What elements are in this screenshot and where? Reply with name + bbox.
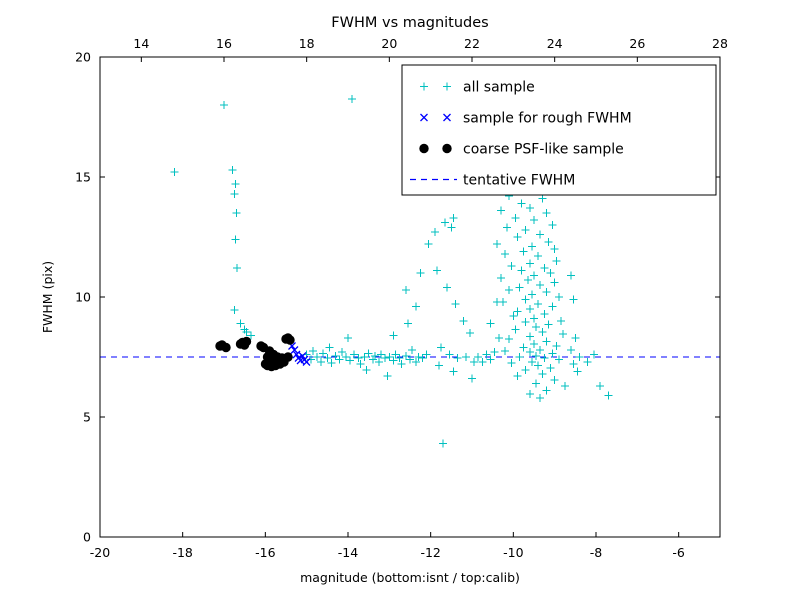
svg-text:-12: -12 [420,545,440,560]
y-axis-ticks: 0 5 10 15 20 [75,50,720,545]
svg-text:18: 18 [299,36,315,51]
legend-box [401,64,717,196]
svg-text:tentative FWHM: tentative FWHM [463,173,575,189]
sample-for-rough-fwhm-points [288,342,311,366]
svg-text:26: 26 [629,36,645,51]
svg-text:-6: -6 [672,545,685,560]
legend-item-coarse-psf-like-sample: coarse PSF-like sample [419,142,624,158]
svg-text:-18: -18 [172,545,192,560]
svg-text:-20: -20 [90,545,110,560]
svg-text:15: 15 [75,170,91,185]
legend-item-tentative-fwhm: tentative FWHM [410,173,575,189]
svg-text:coarse PSF-like sample: coarse PSF-like sample [463,142,624,158]
svg-text:28: 28 [712,36,728,51]
svg-text:-14: -14 [338,545,358,560]
svg-text:14: 14 [133,36,149,51]
svg-text:10: 10 [75,290,91,305]
svg-text:22: 22 [464,36,480,51]
legend: all sample sample for rough FWHM coarse PS… [401,64,717,196]
y-axis-label: FWHM (pix) [40,261,55,333]
svg-text:20: 20 [75,50,91,65]
svg-text:24: 24 [547,36,563,51]
svg-text:all sample: all sample [463,80,535,96]
coarse-psf-like-sample-points [215,333,295,372]
x-axis-top-ticks: 14 16 18 20 22 24 26 28 [133,36,728,62]
svg-text:5: 5 [83,410,91,425]
legend-item-all-sample: all sample [420,80,535,96]
svg-text:-8: -8 [590,545,603,560]
x-axis-bottom-ticks: -20 -18 -16 -14 -12 -10 -8 -6 [90,532,685,560]
x-axis-label: magnitude (bottom:isnt / top:calib) [300,570,520,585]
svg-text:-16: -16 [255,545,275,560]
legend-item-sample-for-rough-fwhm: sample for rough FWHM [420,111,632,127]
svg-text:20: 20 [381,36,397,51]
svg-text:0: 0 [83,530,91,545]
svg-text:16: 16 [216,36,232,51]
svg-text:-10: -10 [503,545,523,560]
svg-text:sample for rough FWHM: sample for rough FWHM [463,111,632,127]
chart-title: FWHM vs magnitudes [331,15,488,31]
